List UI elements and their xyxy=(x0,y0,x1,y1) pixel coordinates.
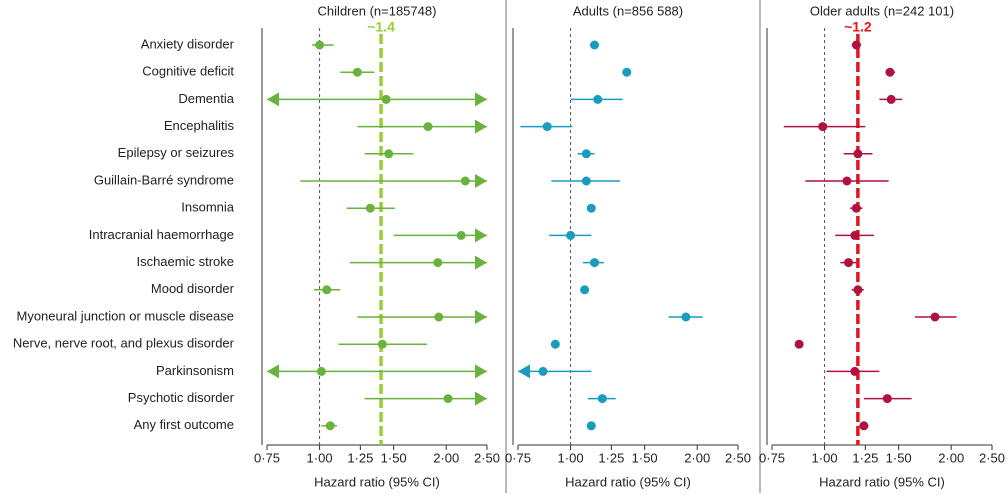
point-estimate xyxy=(581,149,591,159)
point-estimate xyxy=(794,339,804,349)
point-estimate xyxy=(322,285,332,295)
category-label: Myoneural junction or muscle disease xyxy=(17,308,235,323)
panel-title: Older adults (n=242 101) xyxy=(810,3,954,18)
x-tick-label: 1·50 xyxy=(632,450,658,465)
point-estimate xyxy=(850,230,860,240)
point-estimate xyxy=(550,339,560,349)
category-label: Anxiety disorder xyxy=(141,36,235,51)
x-tick-label: 1·00 xyxy=(558,450,584,465)
ci-arrow xyxy=(475,174,487,188)
point-estimate xyxy=(885,67,895,77)
category-label: Intracranial haemorrhage xyxy=(89,227,234,242)
category-label: Encephalitis xyxy=(164,118,235,133)
panel-title: Children (n=185748) xyxy=(318,3,437,18)
point-estimate xyxy=(886,94,896,104)
point-estimate xyxy=(586,421,596,431)
x-tick-label: 2·50 xyxy=(474,450,500,465)
ci-arrow xyxy=(475,255,487,270)
ci-arrow xyxy=(267,364,279,379)
point-estimate xyxy=(381,94,391,104)
point-estimate xyxy=(352,67,362,77)
category-label: Dementia xyxy=(178,91,234,106)
ci-arrow xyxy=(267,92,279,107)
ci-arrow xyxy=(475,228,487,243)
panel-title: Adults (n=856 588) xyxy=(573,3,683,18)
point-estimate xyxy=(850,366,860,376)
point-estimate xyxy=(844,258,854,268)
category-label: Cognitive deficit xyxy=(142,64,234,79)
x-tick-label: 2·00 xyxy=(684,450,710,465)
point-estimate xyxy=(423,122,433,132)
point-estimate xyxy=(590,258,600,268)
point-estimate xyxy=(384,149,394,159)
point-estimate xyxy=(681,312,691,322)
point-estimate xyxy=(566,230,576,240)
point-estimate xyxy=(851,203,861,213)
point-estimate xyxy=(842,176,852,186)
point-estimate xyxy=(593,94,603,104)
ci-arrow xyxy=(475,364,487,379)
point-estimate xyxy=(930,312,940,322)
x-axis-label: Hazard ratio (95% CI) xyxy=(819,474,945,489)
x-tick-label: 1·25 xyxy=(852,450,878,465)
x-tick-label: 2·00 xyxy=(938,450,964,465)
point-estimate xyxy=(365,203,375,213)
x-tick-label: 1·25 xyxy=(598,450,624,465)
point-estimate xyxy=(853,285,863,295)
x-tick-label: 0·75 xyxy=(759,450,785,465)
point-estimate xyxy=(882,394,892,404)
point-estimate xyxy=(597,394,607,404)
x-tick-label: 0·75 xyxy=(254,450,280,465)
category-label: Nerve, nerve root, and plexus disorder xyxy=(13,336,235,351)
x-tick-label: 1·00 xyxy=(307,450,333,465)
reference-label: ~1.4 xyxy=(367,19,395,35)
point-estimate xyxy=(590,40,600,50)
point-estimate xyxy=(538,366,548,376)
point-estimate xyxy=(316,366,326,376)
reference-label: ~1.2 xyxy=(844,19,872,35)
x-tick-label: 1·25 xyxy=(347,450,373,465)
point-estimate xyxy=(542,122,552,132)
point-estimate xyxy=(586,203,596,213)
point-estimate xyxy=(460,176,470,186)
point-estimate xyxy=(818,122,828,132)
x-axis-label: Hazard ratio (95% CI) xyxy=(565,474,691,489)
x-tick-label: 2·50 xyxy=(725,450,751,465)
x-axis-label: Hazard ratio (95% CI) xyxy=(314,474,440,489)
point-estimate xyxy=(456,230,466,240)
point-estimate xyxy=(325,421,335,431)
point-estimate xyxy=(581,176,591,186)
point-estimate xyxy=(315,40,325,50)
point-estimate xyxy=(433,258,443,268)
point-estimate xyxy=(851,40,861,50)
category-label: Mood disorder xyxy=(151,281,235,296)
x-tick-label: 2·00 xyxy=(433,450,459,465)
point-estimate xyxy=(622,67,632,77)
category-label: Psychotic disorder xyxy=(128,390,235,405)
category-label: Any first outcome xyxy=(134,417,234,432)
point-estimate xyxy=(853,149,863,159)
category-label: Parkinsonism xyxy=(156,363,234,378)
category-label: Insomnia xyxy=(181,200,235,215)
category-label: Ischaemic stroke xyxy=(136,254,234,269)
point-estimate xyxy=(434,312,444,322)
point-estimate xyxy=(443,394,453,404)
x-tick-label: 2·50 xyxy=(979,450,1005,465)
ci-arrow xyxy=(475,391,487,406)
ci-arrow xyxy=(475,92,487,107)
category-label: Epilepsy or seizures xyxy=(118,145,235,160)
point-estimate xyxy=(377,339,387,349)
x-tick-label: 0·75 xyxy=(505,450,531,465)
ci-arrow xyxy=(475,310,487,324)
category-label: Guillain-Barré syndrome xyxy=(94,172,234,187)
ci-arrow xyxy=(518,364,530,379)
ci-arrow xyxy=(475,119,487,134)
point-estimate xyxy=(580,285,590,295)
x-tick-label: 1·50 xyxy=(381,450,407,465)
x-tick-label: 1·00 xyxy=(812,450,838,465)
point-estimate xyxy=(859,421,869,431)
x-tick-label: 1·50 xyxy=(886,450,912,465)
